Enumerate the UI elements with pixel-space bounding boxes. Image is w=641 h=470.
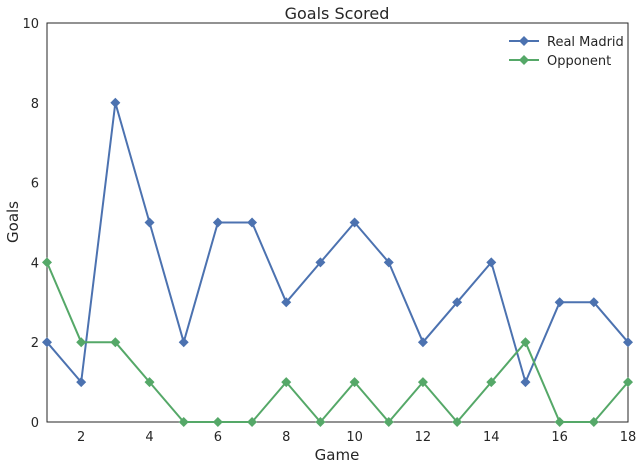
y-tick-label: 10	[22, 17, 39, 32]
y-tick-label: 2	[31, 336, 39, 351]
series-line-opponent	[46, 262, 629, 423]
data-point-real-madrid	[110, 97, 121, 108]
legend-marker	[519, 36, 529, 46]
data-point-real-madrid	[554, 297, 565, 308]
data-point-real-madrid	[588, 297, 599, 308]
legend-marker	[519, 55, 529, 65]
x-tick-label: 16	[551, 430, 568, 445]
chart-title: Goals Scored	[285, 4, 390, 23]
y-tick-label: 6	[31, 177, 39, 192]
x-axis-ticks: 2 4 6 8 10 12 14 16 18	[77, 430, 636, 445]
data-point-opponent	[76, 337, 87, 348]
data-point-real-madrid	[144, 217, 155, 228]
data-point-real-madrid	[247, 217, 258, 228]
x-tick-label: 2	[77, 430, 85, 445]
data-point-real-madrid	[520, 377, 531, 388]
x-tick-label: 4	[145, 430, 153, 445]
data-point-opponent	[315, 417, 326, 427]
legend-label: Real Madrid	[547, 35, 624, 50]
data-point-real-madrid	[623, 337, 633, 348]
legend-item-opponent: Opponent	[509, 54, 611, 69]
data-point-opponent	[281, 377, 292, 388]
plot-frame	[46, 22, 629, 423]
data-point-opponent	[212, 417, 223, 427]
series-layer	[42, 97, 633, 427]
x-tick-label: 18	[620, 430, 637, 445]
y-tick-label: 8	[31, 97, 39, 112]
series-real-madrid	[42, 97, 633, 388]
legend: Real Madrid Opponent	[509, 35, 624, 69]
data-point-real-madrid	[383, 257, 394, 268]
data-point-opponent	[554, 417, 565, 427]
data-point-opponent	[110, 337, 121, 348]
x-tick-label: 10	[346, 430, 363, 445]
series-opponent	[42, 257, 633, 427]
data-point-opponent	[144, 377, 155, 388]
y-axis-label: Goals	[4, 201, 22, 243]
data-point-real-madrid	[178, 337, 189, 348]
data-point-opponent	[452, 417, 463, 427]
data-point-opponent	[349, 377, 360, 388]
x-axis-label: Game	[315, 446, 360, 464]
y-tick-label: 0	[31, 416, 39, 431]
data-point-real-madrid	[486, 257, 497, 268]
x-tick-label: 12	[415, 430, 432, 445]
series-line-real-madrid	[46, 101, 629, 384]
data-point-real-madrid	[315, 257, 326, 268]
data-point-opponent	[486, 377, 497, 388]
data-point-opponent	[588, 417, 599, 427]
data-point-real-madrid	[42, 337, 52, 348]
y-axis-ticks: 0 2 4 6 8 10	[22, 17, 39, 431]
x-tick-label: 6	[214, 430, 222, 445]
data-point-opponent	[417, 377, 428, 388]
data-point-real-madrid	[349, 217, 360, 228]
data-point-opponent	[623, 377, 633, 388]
data-point-opponent	[383, 417, 394, 427]
data-point-opponent	[247, 417, 258, 427]
legend-label: Opponent	[547, 54, 611, 69]
y-tick-label: 4	[31, 256, 39, 271]
data-point-opponent	[42, 257, 52, 268]
data-point-real-madrid	[417, 337, 428, 348]
data-point-opponent	[178, 417, 189, 427]
data-point-opponent	[520, 337, 531, 348]
legend-item-real-madrid: Real Madrid	[509, 35, 624, 50]
data-point-real-madrid	[452, 297, 463, 308]
data-point-real-madrid	[76, 377, 87, 388]
data-point-real-madrid	[281, 297, 292, 308]
x-tick-label: 8	[282, 430, 290, 445]
data-point-real-madrid	[212, 217, 223, 228]
x-tick-label: 14	[483, 430, 500, 445]
